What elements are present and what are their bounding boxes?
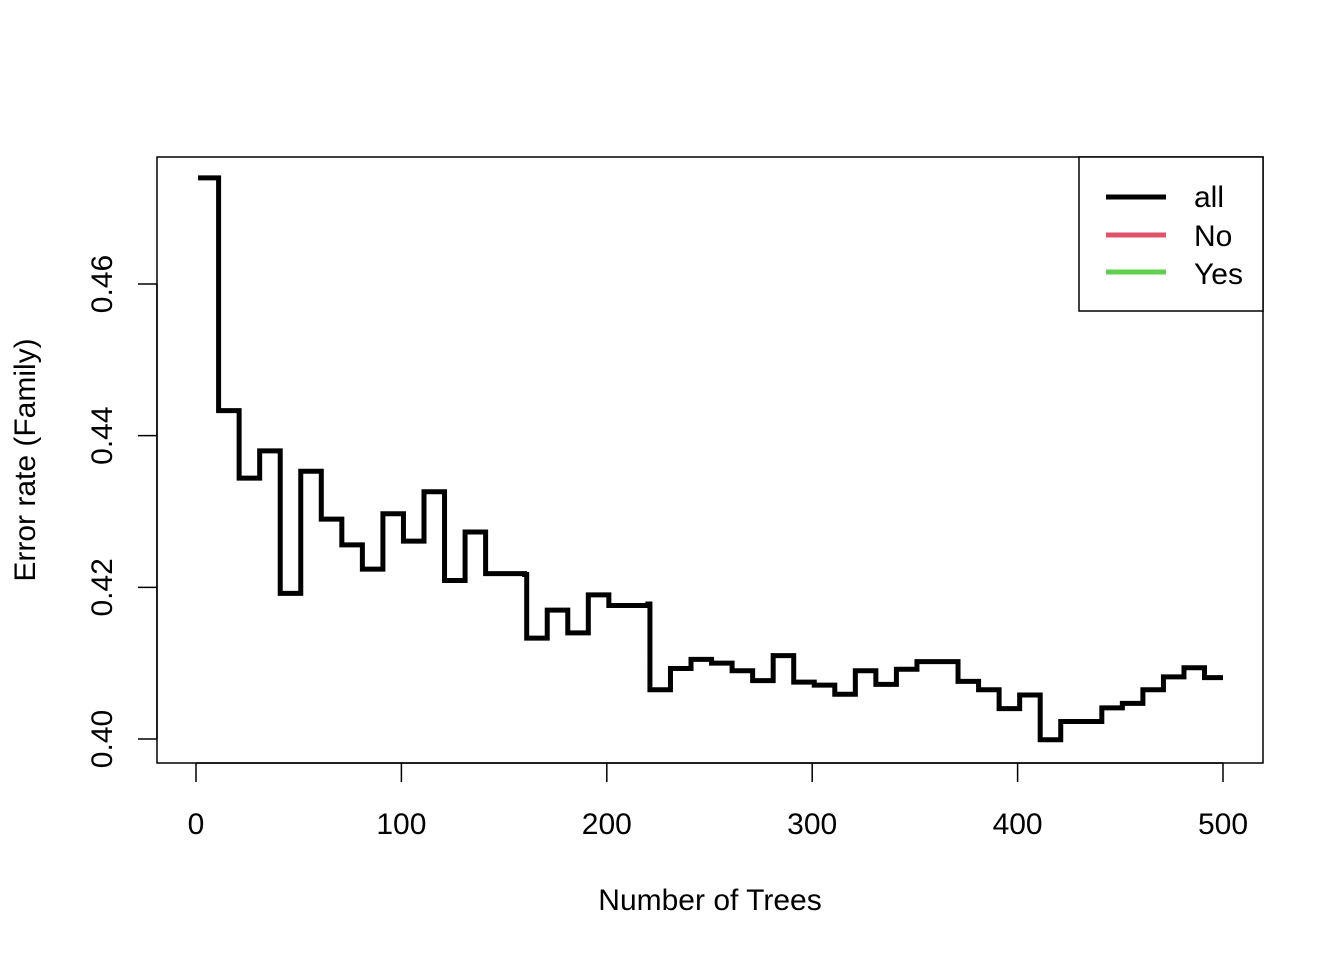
x-axis: 0 100 200 300 400 500 [188, 762, 1248, 841]
x-tick-label: 400 [993, 808, 1043, 841]
x-tick-label: 500 [1198, 808, 1248, 841]
legend-label-all: all [1194, 181, 1224, 214]
y-tick-label: 0.42 [86, 558, 119, 616]
series-line-all [198, 175, 1223, 743]
x-tick-label: 300 [787, 808, 837, 841]
legend-label-yes: Yes [1194, 258, 1243, 291]
legend-label-no: No [1194, 220, 1232, 253]
legend: all No Yes [1078, 156, 1264, 312]
y-tick-label: 0.46 [86, 255, 119, 313]
series-layer [198, 175, 1223, 743]
x-axis-title: Number of Trees [598, 884, 821, 917]
x-tick-label: 100 [376, 808, 426, 841]
y-tick-label: 0.44 [86, 406, 119, 464]
x-tick-label: 200 [582, 808, 632, 841]
y-tick-label: 0.40 [86, 710, 119, 768]
y-axis: 0.40 0.42 0.44 0.46 [86, 255, 158, 768]
x-tick-label: 0 [188, 808, 205, 841]
y-axis-title: Error rate (Family) [9, 338, 42, 581]
